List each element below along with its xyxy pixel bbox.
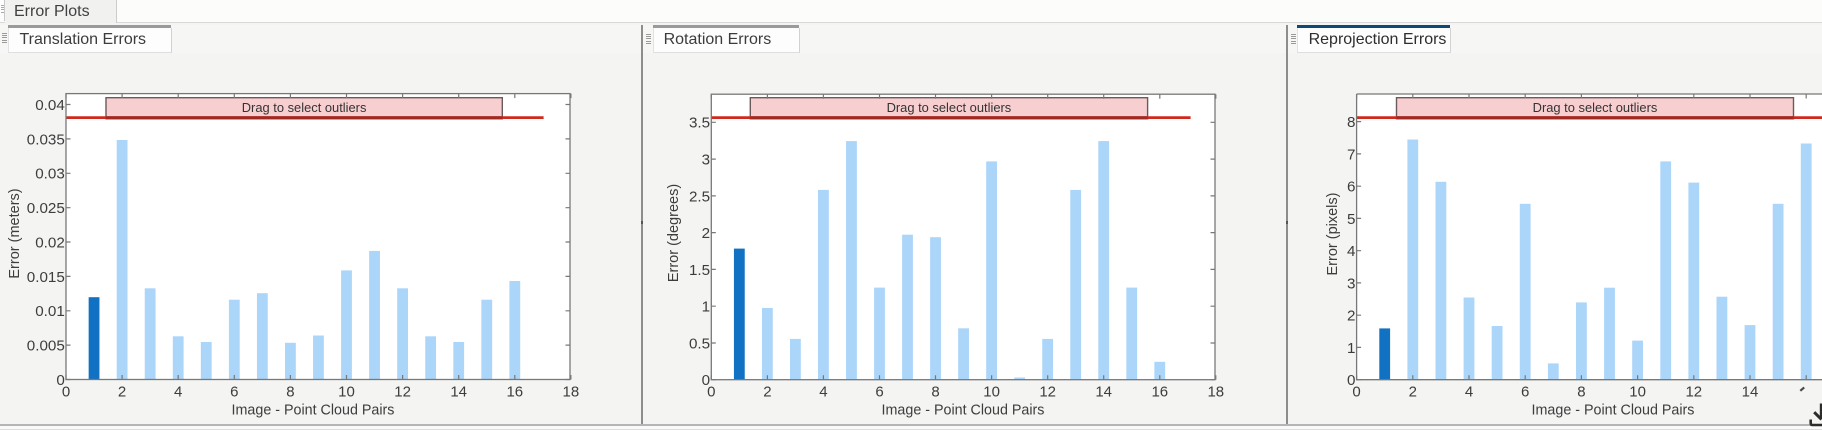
svg-text:4: 4	[174, 383, 182, 400]
svg-text:0.02: 0.02	[35, 234, 65, 251]
svg-text:0.025: 0.025	[27, 200, 65, 217]
svg-text:0.04: 0.04	[35, 97, 65, 114]
svg-text:6: 6	[230, 383, 238, 400]
svg-text:Drag to select outliers: Drag to select outliers	[1533, 100, 1658, 115]
svg-text:Image - Point Cloud Pairs: Image - Point Cloud Pairs	[232, 403, 395, 419]
svg-text:1.5: 1.5	[689, 262, 710, 279]
svg-text:4: 4	[1347, 243, 1355, 260]
svg-text:16: 16	[506, 383, 523, 400]
svg-text:0.005: 0.005	[27, 338, 65, 355]
svg-text:12: 12	[1685, 383, 1702, 400]
svg-text:2: 2	[702, 225, 710, 242]
svg-text:Drag to select outliers: Drag to select outliers	[242, 100, 367, 115]
svg-text:0.03: 0.03	[35, 166, 65, 183]
svg-text:6: 6	[1347, 179, 1355, 196]
svg-text:0: 0	[56, 372, 64, 389]
svg-text:10: 10	[983, 383, 1000, 400]
svg-text:Drag to select outliers: Drag to select outliers	[887, 100, 1012, 115]
svg-text:0: 0	[707, 383, 715, 400]
svg-text:0: 0	[62, 383, 70, 400]
svg-text:0.035: 0.035	[27, 131, 65, 148]
svg-text:6: 6	[875, 383, 883, 400]
svg-text:2.5: 2.5	[689, 188, 710, 205]
svg-text:14: 14	[450, 383, 467, 400]
svg-text:10: 10	[1629, 383, 1646, 400]
svg-text:1: 1	[1347, 340, 1355, 357]
svg-text:2: 2	[1347, 308, 1355, 325]
svg-text:3: 3	[1347, 275, 1355, 292]
svg-text:8: 8	[1577, 383, 1585, 400]
svg-text:Image - Point Cloud Pairs: Image - Point Cloud Pairs	[882, 403, 1045, 419]
svg-text:18: 18	[563, 383, 580, 400]
svg-text:Error (meters): Error (meters)	[7, 188, 23, 278]
svg-text:0.5: 0.5	[689, 335, 710, 352]
svg-text:5: 5	[1347, 211, 1355, 228]
svg-text:2: 2	[763, 383, 771, 400]
svg-text:6: 6	[1521, 383, 1529, 400]
svg-text:8: 8	[931, 383, 939, 400]
svg-text:0: 0	[1352, 383, 1360, 400]
svg-text:0.01: 0.01	[35, 303, 65, 320]
svg-text:14: 14	[1095, 383, 1112, 400]
svg-text:4: 4	[819, 383, 827, 400]
svg-text:14: 14	[1742, 383, 1759, 400]
svg-text:3: 3	[702, 152, 710, 169]
svg-text:16: 16	[1151, 383, 1168, 400]
svg-text:2: 2	[118, 383, 126, 400]
svg-text:0: 0	[702, 372, 710, 389]
svg-text:10: 10	[338, 383, 355, 400]
svg-text:0: 0	[1347, 372, 1355, 389]
svg-text:18: 18	[1207, 383, 1224, 400]
svg-text:3.5: 3.5	[689, 115, 710, 132]
svg-text:7: 7	[1347, 146, 1355, 163]
svg-text:12: 12	[1039, 383, 1056, 400]
svg-text:Error (pixels): Error (pixels)	[1325, 193, 1341, 276]
svg-text:0.015: 0.015	[27, 269, 65, 286]
svg-text:Error (degrees): Error (degrees)	[666, 184, 682, 282]
svg-text:Image - Point Cloud Pairs: Image - Point Cloud Pairs	[1532, 403, 1695, 419]
svg-text:8: 8	[1347, 114, 1355, 131]
svg-text:4: 4	[1465, 383, 1473, 400]
svg-text:2: 2	[1409, 383, 1417, 400]
svg-text:1: 1	[702, 299, 710, 316]
svg-text:8: 8	[286, 383, 294, 400]
svg-text:12: 12	[394, 383, 411, 400]
